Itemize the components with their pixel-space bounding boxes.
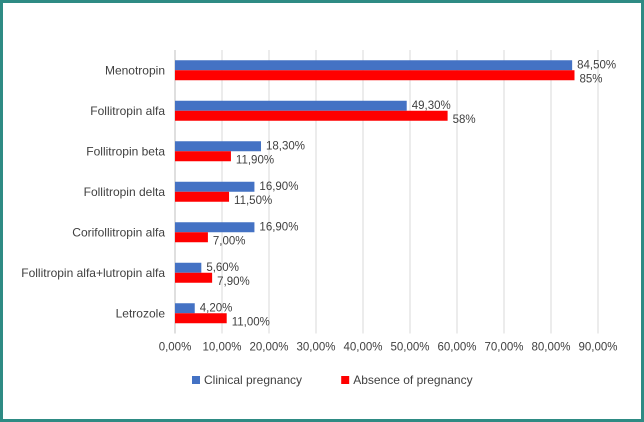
x-tick-label: 80,00% <box>531 342 570 354</box>
data-label: 7,00% <box>213 235 246 247</box>
bar-absence-of-pregnancy <box>175 272 213 283</box>
bar-clinical-pregnancy <box>175 100 407 111</box>
x-tick-label: 90,00% <box>578 342 617 354</box>
data-label: 16,90% <box>259 221 298 233</box>
data-label: 49,30% <box>412 100 451 112</box>
bar-clinical-pregnancy <box>175 60 573 71</box>
x-tick-label: 10,00% <box>202 342 241 354</box>
bar-absence-of-pregnancy <box>175 232 208 243</box>
bar-absence-of-pregnancy <box>175 313 227 324</box>
data-label: 85% <box>580 73 603 85</box>
x-tick-label: 20,00% <box>249 342 288 354</box>
bar-absence-of-pregnancy <box>175 70 575 81</box>
bar-clinical-pregnancy <box>175 303 195 314</box>
category-label: Follitropin beta <box>86 144 165 158</box>
data-label: 58% <box>453 114 476 126</box>
bar-clinical-pregnancy <box>175 141 262 152</box>
x-tick-label: 40,00% <box>343 342 382 354</box>
category-label: Follitropin alfa <box>90 104 165 118</box>
legend-label: Absence of pregnancy <box>353 373 472 387</box>
legend-label: Clinical pregnancy <box>204 373 302 387</box>
data-label: 11,90% <box>236 154 274 166</box>
legend-swatch-absence-of-pregnancy <box>341 376 350 384</box>
x-tick-label: 0,00% <box>159 342 192 354</box>
category-label: Follitropin delta <box>84 185 166 199</box>
x-tick-label: 50,00% <box>390 342 429 354</box>
x-tick-label: 30,00% <box>296 342 335 354</box>
category-label: Letrozole <box>116 306 166 320</box>
data-label: 5,60% <box>206 262 239 274</box>
category-label: Corifollitropin alfa <box>72 225 165 239</box>
data-label: 16,90% <box>259 181 298 193</box>
data-label: 4,20% <box>200 302 233 314</box>
bar-clinical-pregnancy <box>175 181 255 192</box>
bar-absence-of-pregnancy <box>175 110 448 121</box>
bar-absence-of-pregnancy <box>175 191 230 202</box>
bar-clinical-pregnancy <box>175 262 202 273</box>
x-tick-label: 70,00% <box>484 342 523 354</box>
data-label: 7,90% <box>217 276 250 288</box>
bar-clinical-pregnancy <box>175 222 255 233</box>
data-label: 18,30% <box>266 140 305 152</box>
category-label: Menotropin <box>105 63 165 77</box>
bar-absence-of-pregnancy <box>175 151 231 162</box>
data-label: 11,00% <box>232 316 270 328</box>
x-tick-label: 60,00% <box>437 342 476 354</box>
data-label: 11,50% <box>234 195 272 207</box>
category-label: Follitropin alfa+lutropin alfa <box>21 266 165 280</box>
data-label: 84,50% <box>577 59 616 71</box>
legend-swatch-clinical-pregnancy <box>192 376 200 384</box>
